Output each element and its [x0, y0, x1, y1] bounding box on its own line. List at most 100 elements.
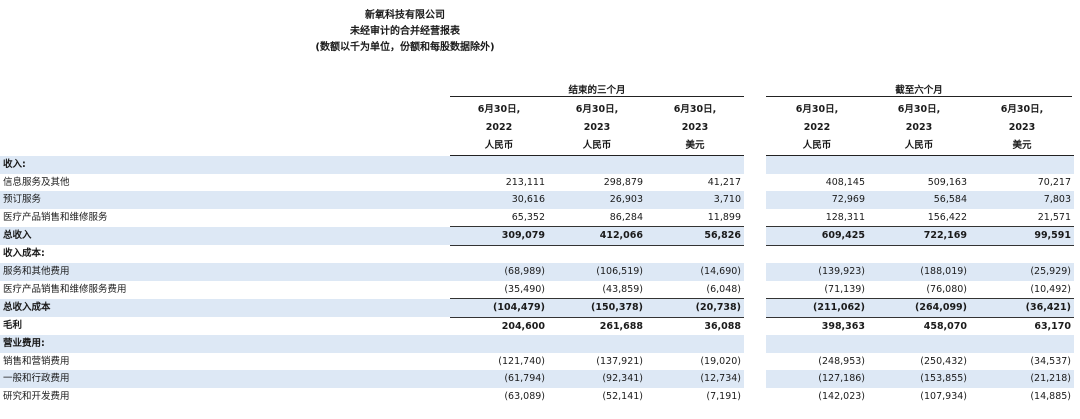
value-cell: (7,191) [706, 390, 741, 402]
column-header-currency: 人民币 [766, 137, 868, 156]
column-gap [744, 137, 766, 156]
value-cell: 56,826 [646, 226, 744, 246]
value-cell: (92,341) [548, 370, 646, 388]
value-cell: 70,217 [1037, 176, 1071, 188]
column-header-date: 6月30日, [450, 101, 548, 119]
column-header-date: 6月30日, [970, 101, 1074, 119]
table-row: 毛利 204,600 261,688 36,088 398,363 458,070 63,1… [0, 317, 1074, 335]
value-cell [548, 245, 646, 263]
row-label: 收入成本: [3, 248, 45, 260]
column-header-date: 6月30日, [868, 101, 970, 119]
value-cell: 99,591 [970, 226, 1074, 246]
row-label: 医疗产品销售和维修服务 [3, 211, 108, 223]
value-cell: (14,690) [646, 263, 744, 281]
column-gap [744, 335, 766, 353]
value-cell: (142,023) [818, 390, 865, 402]
table-row: 研究和开发费用 (63,089) (52,141) (7,191) (142,023) (… [0, 388, 1074, 406]
group-underline-six-months [766, 96, 1072, 97]
value-cell: (188,019) [868, 263, 970, 281]
value-cell: 36,088 [704, 320, 741, 332]
value-cell: (71,139) [824, 283, 865, 295]
column-gap [744, 209, 766, 227]
value-cell: (153,855) [868, 370, 970, 388]
value-cell: 458,070 [923, 320, 967, 332]
value-cell: (107,934) [920, 390, 967, 402]
value-cell [450, 335, 548, 353]
column-gap [744, 227, 766, 246]
value-cell: (61,794) [450, 370, 548, 388]
column-header-year: 2022 [450, 119, 548, 137]
value-cell: 609,425 [766, 226, 868, 246]
value-cell: (12,734) [646, 370, 744, 388]
header-row-date: 6月30日, 6月30日, 6月30日, 6月30日, 6月30日, 6月30日, [0, 101, 1074, 119]
value-cell: (104,479) [450, 298, 548, 318]
value-cell: 63,170 [1034, 320, 1071, 332]
row-label: 毛利 [3, 320, 23, 332]
header-spacer [0, 137, 450, 156]
value-cell [970, 155, 1074, 174]
row-label: 信息服务及其他 [3, 176, 70, 188]
value-cell: 722,169 [868, 226, 970, 246]
value-cell: 72,969 [766, 191, 868, 209]
column-gap [744, 317, 766, 335]
row-label: 研究和开发费用 [3, 390, 70, 402]
table-row: 预订服务 30,616 26,903 3,710 72,969 56,584 7,803 [0, 191, 1074, 209]
income-statement-table: 6月30日, 6月30日, 6月30日, 6月30日, 6月30日, 6月30日, 2022… [0, 101, 1074, 405]
value-cell [868, 335, 970, 353]
header-spacer [0, 119, 450, 137]
row-label: 销售和营销费用 [3, 355, 70, 367]
column-header-date: 6月30日, [766, 101, 868, 119]
value-cell: (6,048) [706, 283, 741, 295]
row-label: 医疗产品销售和维修服务费用 [3, 283, 127, 295]
header-row-currency: 人民币 人民币 美元 人民币 人民币 美元 [0, 137, 1074, 156]
group-underline-three-months [450, 96, 744, 97]
value-cell: (36,421) [970, 298, 1074, 318]
value-cell: (52,141) [602, 390, 643, 402]
value-cell: 309,079 [450, 226, 548, 246]
value-cell: (43,859) [602, 283, 643, 295]
statement-title: 未经审计的合并经营报表 [350, 26, 460, 37]
value-cell: (63,089) [504, 390, 545, 402]
group-header-three-months: 结束的三个月 [568, 85, 626, 96]
value-cell [646, 335, 744, 353]
column-gap [744, 191, 766, 209]
value-cell: (121,740) [498, 355, 545, 367]
table-row: 营业费用: [0, 335, 1074, 353]
column-header-currency: 美元 [970, 137, 1074, 156]
column-gap [744, 156, 766, 174]
value-cell: (35,490) [504, 283, 545, 295]
row-label: 收入: [0, 155, 450, 174]
value-cell: 7,803 [970, 191, 1074, 209]
value-cell: 398,363 [821, 320, 865, 332]
header-row-year: 2022 2023 2023 2022 2023 2023 [0, 119, 1074, 137]
value-cell: (250,432) [920, 355, 967, 367]
value-cell [766, 245, 868, 263]
value-cell: 408,145 [825, 176, 865, 188]
row-label: 预订服务 [0, 191, 450, 209]
value-cell: (34,537) [1030, 355, 1071, 367]
value-cell [970, 335, 1074, 353]
value-cell: 21,571 [1037, 211, 1071, 223]
company-name: 新氧科技有限公司 [365, 10, 445, 21]
value-cell: 156,422 [927, 211, 967, 223]
column-header-currency: 人民币 [868, 137, 970, 156]
value-cell [646, 155, 744, 174]
value-cell: 11,899 [707, 211, 741, 223]
value-cell: (264,099) [868, 298, 970, 318]
value-cell: (211,062) [766, 298, 868, 318]
value-cell [766, 155, 868, 174]
table-row: 收入成本: [0, 245, 1074, 263]
table-row: 医疗产品销售和维修服务费用 (35,490) (43,859) (6,048) (71,… [0, 281, 1074, 299]
table-row: 收入: [0, 155, 1074, 174]
value-cell [868, 155, 970, 174]
value-cell: 509,163 [927, 176, 967, 188]
value-cell: (19,020) [700, 355, 741, 367]
row-label: 总收入成本 [0, 298, 450, 317]
value-cell: 56,584 [868, 191, 970, 209]
value-cell [450, 245, 548, 263]
column-header-date: 6月30日, [646, 101, 744, 119]
column-gap [744, 281, 766, 299]
value-cell [970, 245, 1074, 263]
column-gap [744, 299, 766, 318]
value-cell [766, 335, 868, 353]
